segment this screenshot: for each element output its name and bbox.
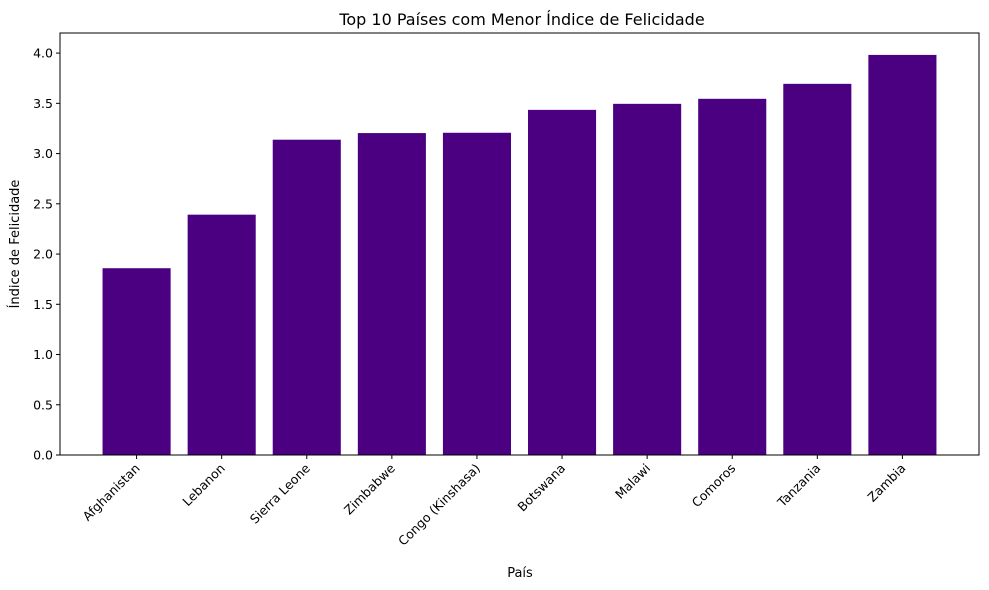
x-tick-label: Botswana [514,461,568,515]
y-axis: 0.0 0.5 1.0 1.5 2.0 2.5 3.0 3.5 4.0 [33,46,60,463]
bar [102,268,171,455]
bar [272,139,341,455]
bar [357,133,426,455]
x-tick-label: Zambia [864,461,908,505]
x-tick-label: Congo (Kinshasa) [395,461,483,549]
bar [442,132,511,455]
y-tick-label: 1.5 [33,297,53,312]
y-tick-label: 0.5 [33,397,53,412]
x-tick-label: Malawi [612,461,653,502]
bar [783,83,852,456]
y-tick-label: 0.0 [33,448,53,463]
x-tick-label: Lebanon [179,461,227,509]
plot-frame [59,32,980,456]
chart-title: Top 10 Países com Menor Índice de Felici… [338,10,704,29]
y-tick-label: 4.0 [33,46,53,61]
bar [187,214,256,455]
y-tick-label: 1.0 [33,347,53,362]
y-tick-label: 3.0 [33,146,53,161]
y-axis-label: Índice de Felicidade [7,180,23,309]
bar [528,109,597,455]
y-tick-label: 2.5 [33,196,53,211]
bar [613,103,682,455]
x-tick-label: Sierra Leone [247,460,313,526]
x-tick-label: Comoros [689,461,739,511]
x-tick-label: Zimbabwe [341,460,398,517]
x-tick-label: Tanzania [774,461,824,511]
x-axis-label: País [507,566,533,581]
bar [868,54,937,455]
bar [698,98,767,456]
bars-group [102,54,937,456]
x-tick-label: Afghanistan [79,461,142,524]
x-axis: Afghanistan Lebanon Sierra Leone ZimbabweCo… [79,455,909,549]
y-tick-label: 3.5 [33,96,53,111]
y-tick-label: 2.0 [33,247,53,262]
